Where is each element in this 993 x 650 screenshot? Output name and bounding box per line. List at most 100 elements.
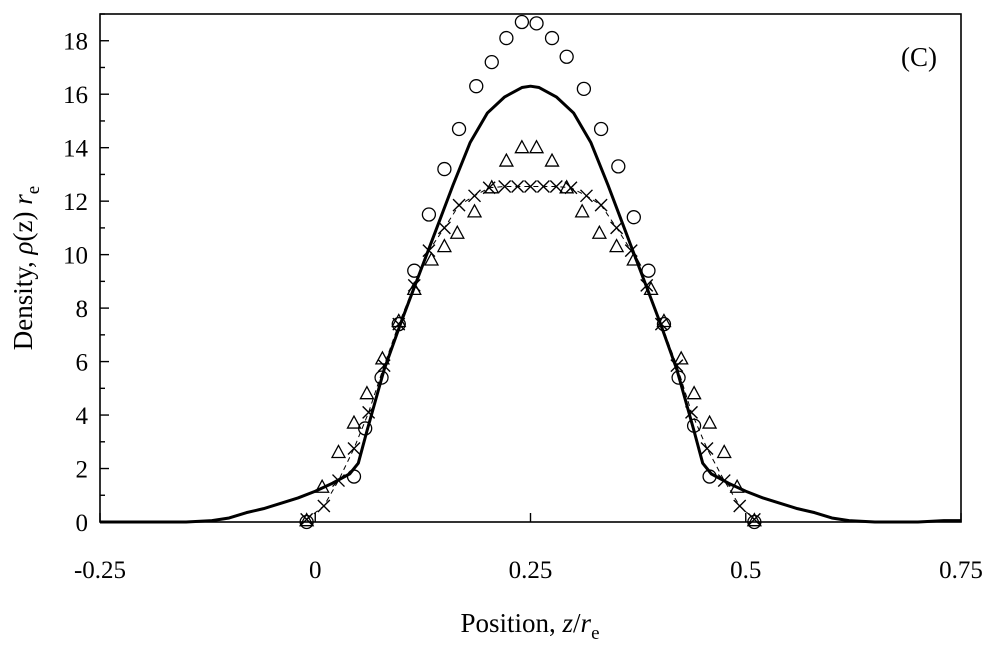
x-axis-title-prefix: Position, bbox=[460, 608, 562, 638]
x-point bbox=[524, 179, 537, 193]
x-point bbox=[579, 189, 593, 203]
series-line bbox=[100, 84, 961, 524]
circle-point bbox=[484, 54, 499, 70]
y-axis-title-arg: (z) bbox=[8, 212, 38, 242]
circle-point bbox=[656, 316, 672, 332]
x-point bbox=[422, 244, 436, 258]
circle-point bbox=[469, 79, 484, 94]
circle-point bbox=[544, 30, 560, 46]
triangle-point bbox=[498, 152, 514, 167]
triangle-point bbox=[686, 385, 702, 400]
x-point bbox=[670, 359, 684, 373]
triangle-point bbox=[626, 251, 642, 266]
x-tick-label: -0.25 bbox=[74, 557, 126, 584]
circle-point bbox=[559, 49, 574, 64]
x-point bbox=[594, 198, 608, 212]
triangle-point bbox=[574, 203, 590, 218]
x-tick-label: 0.25 bbox=[509, 557, 553, 584]
x-point bbox=[437, 221, 451, 235]
triangle-point bbox=[729, 478, 745, 493]
circle-point bbox=[451, 121, 467, 137]
circle-point bbox=[437, 161, 452, 177]
y-axis-title: Density, ρ(z) re bbox=[8, 186, 44, 350]
circle-point bbox=[407, 263, 422, 278]
y-tick-label: 0 bbox=[76, 510, 89, 537]
circle-point bbox=[391, 316, 406, 332]
x-point bbox=[332, 474, 345, 488]
y-axis-title-space bbox=[8, 205, 38, 212]
y-tick-label: 16 bbox=[63, 82, 88, 109]
x-point bbox=[536, 179, 550, 193]
x-point bbox=[624, 244, 638, 258]
x-point bbox=[362, 405, 376, 419]
triangle-point bbox=[716, 444, 732, 459]
triangle-point bbox=[701, 414, 718, 429]
series-x bbox=[300, 179, 761, 526]
x-point bbox=[700, 441, 714, 455]
y-axis-title-unit: r bbox=[8, 194, 38, 205]
y-tick-label: 10 bbox=[63, 243, 88, 270]
x-tick-label: 0 bbox=[309, 557, 322, 584]
series-line bbox=[100, 84, 961, 524]
y-tick-label: 4 bbox=[76, 403, 89, 430]
y-axis-title-sub: e bbox=[23, 186, 44, 194]
circle-point bbox=[374, 370, 389, 385]
circle-point bbox=[529, 16, 544, 31]
circle-point bbox=[576, 81, 592, 97]
triangle-point bbox=[314, 478, 330, 493]
triangle-point bbox=[436, 238, 452, 253]
x-point bbox=[747, 512, 761, 526]
x-point bbox=[317, 499, 331, 513]
y-axis-ticks: 0 2 4 6 8 10 12 14 16 18 bbox=[63, 13, 109, 537]
x-point bbox=[685, 405, 699, 419]
series-connector bbox=[306, 185, 755, 520]
triangle-point bbox=[746, 512, 762, 527]
y-axis-title-var: ρ bbox=[8, 241, 38, 255]
x-axis-title-unit: r bbox=[581, 608, 592, 638]
circle-point bbox=[747, 514, 762, 530]
y-tick-label: 2 bbox=[76, 457, 89, 484]
x-axis-ticks: -0.25 0 0.25 0.5 0.75 bbox=[74, 513, 983, 584]
series-circle bbox=[299, 14, 762, 530]
y-tick-label: 8 bbox=[76, 296, 89, 323]
triangle-point bbox=[449, 224, 465, 239]
circle-point bbox=[702, 469, 717, 484]
x-axis-title: Position, z/re bbox=[460, 608, 599, 644]
triangle-point bbox=[359, 385, 375, 400]
plot-frame bbox=[99, 13, 962, 523]
circle-point bbox=[593, 121, 609, 137]
x-point bbox=[564, 181, 578, 195]
x-point bbox=[392, 317, 406, 331]
triangle-point bbox=[466, 203, 483, 218]
y-tick-label: 18 bbox=[63, 29, 88, 56]
triangle-point bbox=[673, 350, 689, 365]
triangle-point bbox=[643, 281, 659, 296]
triangle-point bbox=[609, 238, 625, 253]
circle-point bbox=[299, 514, 314, 530]
x-point bbox=[482, 181, 496, 195]
x-point bbox=[347, 441, 361, 455]
circle-point bbox=[346, 469, 362, 484]
x-point bbox=[452, 198, 466, 212]
series-layer bbox=[100, 14, 961, 530]
x-axis-title-sub: e bbox=[591, 623, 599, 644]
triangle-point bbox=[299, 512, 315, 527]
x-point bbox=[468, 189, 482, 203]
y-axis-title-prefix: Density, bbox=[8, 254, 38, 350]
circle-point bbox=[641, 263, 656, 278]
x-point bbox=[377, 359, 391, 373]
x-point bbox=[300, 512, 314, 526]
triangle-point bbox=[544, 152, 560, 167]
y-tick-label: 12 bbox=[63, 189, 88, 216]
x-point bbox=[717, 474, 731, 488]
triangle-point bbox=[591, 224, 607, 239]
circle-point bbox=[611, 159, 626, 174]
triangle-point bbox=[423, 251, 440, 266]
y-tick-label: 14 bbox=[63, 136, 89, 163]
x-point bbox=[498, 179, 512, 193]
triangle-point bbox=[346, 414, 362, 429]
x-point bbox=[640, 278, 654, 292]
x-axis-title-sep: / bbox=[573, 608, 581, 638]
triangle-point bbox=[330, 444, 347, 459]
x-point bbox=[654, 317, 668, 331]
